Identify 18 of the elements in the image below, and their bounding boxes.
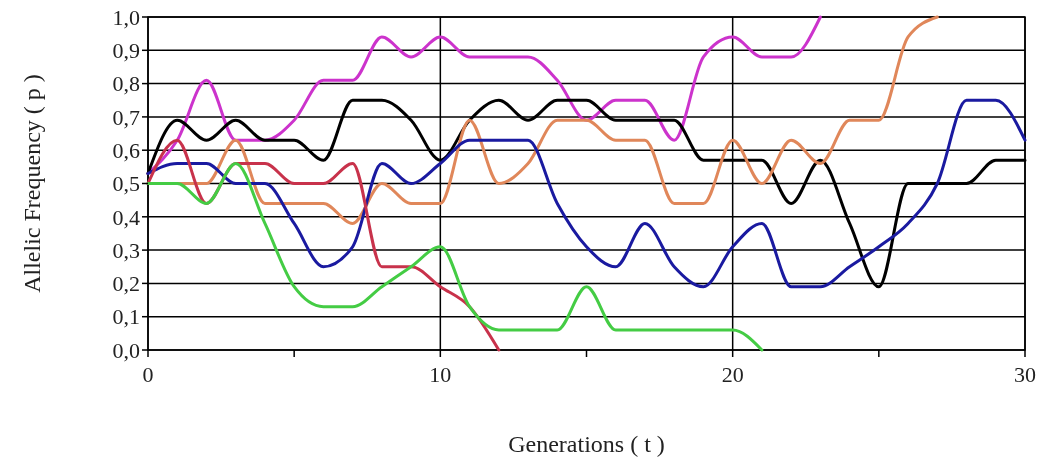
y-tick-label: 0,8 [112, 71, 140, 97]
y-tick-label: 0,0 [112, 337, 140, 363]
y-axis-title: Allelic Frequency ( p ) [19, 74, 45, 293]
y-tick-label: 0,4 [112, 204, 140, 230]
y-tick-label: 0,5 [112, 171, 140, 197]
y-tick-label: 0,7 [112, 104, 140, 130]
y-tick-label: 0,6 [112, 137, 140, 163]
y-tick-label: 0,2 [112, 271, 140, 297]
x-tick-label: 30 [1014, 362, 1036, 387]
y-tick-label: 1,0 [112, 4, 140, 30]
x-tick-label: 0 [142, 362, 154, 387]
x-axis-title: Generations ( t ) [508, 431, 665, 457]
x-tick-label: 10 [429, 362, 452, 387]
line-series [146, 162, 764, 352]
x-tick-label: 20 [721, 362, 744, 387]
y-tick-label: 0,1 [112, 304, 140, 330]
y-tick-label: 0,9 [112, 38, 140, 63]
y-tick-label: 0,3 [112, 237, 140, 263]
